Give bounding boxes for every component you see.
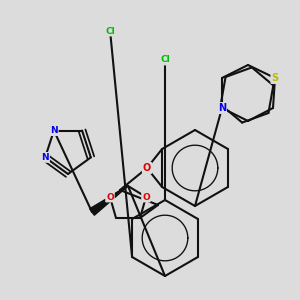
Text: O: O: [142, 193, 150, 202]
Text: O: O: [106, 193, 114, 202]
Text: N: N: [218, 103, 226, 113]
Text: Cl: Cl: [160, 56, 170, 64]
Polygon shape: [90, 186, 128, 215]
Text: S: S: [272, 73, 279, 83]
Text: Cl: Cl: [105, 26, 115, 35]
Text: N: N: [50, 126, 58, 135]
Text: N: N: [41, 153, 49, 162]
Text: O: O: [143, 163, 151, 173]
